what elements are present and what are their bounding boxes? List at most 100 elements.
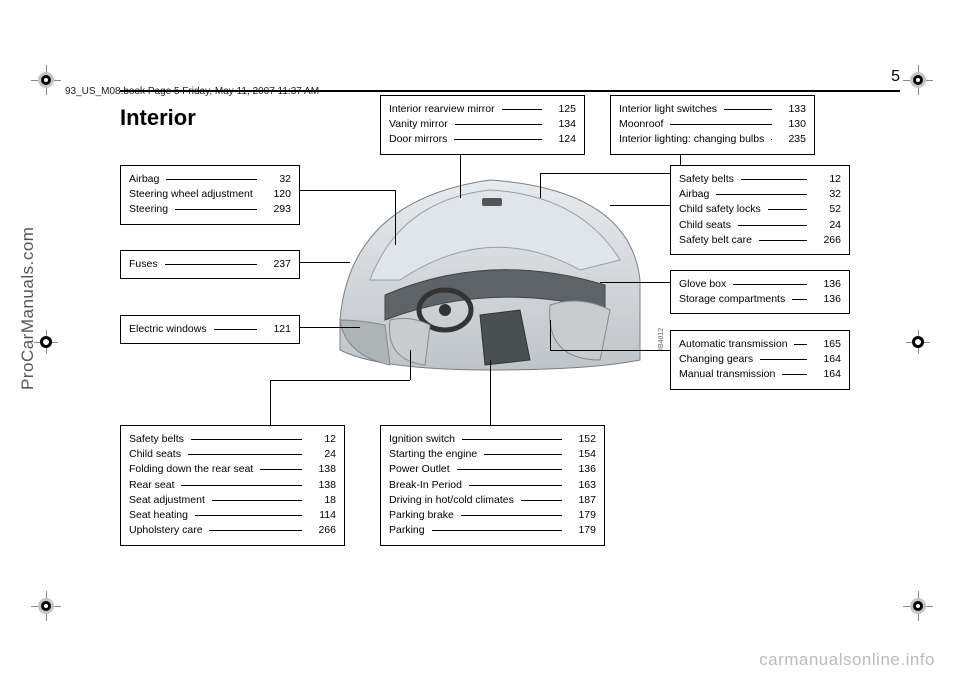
- callout-page: 136: [807, 277, 841, 292]
- bottom-watermark: carmanualsonline.info: [759, 650, 935, 670]
- callout-page: 154: [562, 447, 596, 462]
- lead-windows: [300, 327, 360, 328]
- page-title: Interior: [120, 105, 196, 131]
- callout-page: 237: [257, 257, 291, 272]
- callout-label: Interior rearview mirror: [389, 102, 542, 117]
- lead-trans: [550, 350, 670, 351]
- callout-page: 32: [807, 187, 841, 202]
- box-glove: Glove box 136Storage compartments 136: [670, 270, 850, 314]
- reg-mark-tr: [910, 72, 926, 88]
- box-ignition: Ignition switch 152Starting the engine 1…: [380, 425, 605, 546]
- callout-page: 136: [807, 292, 841, 307]
- callout-page: 52: [807, 202, 841, 217]
- lead-airbag2: [395, 190, 396, 245]
- callout-label: Airbag: [129, 172, 257, 187]
- callout-page: 152: [562, 432, 596, 447]
- lead-mirrors: [460, 153, 461, 198]
- callout-page: 266: [807, 233, 841, 248]
- lead-safety: [610, 205, 670, 206]
- callout-label: Driving in hot/cold climates: [389, 493, 562, 508]
- callout-label: Interior light switches: [619, 102, 772, 117]
- callout-page: 133: [772, 102, 806, 117]
- callout-page: 121: [257, 322, 291, 337]
- callout-label: Folding down the rear seat: [129, 462, 302, 477]
- box-windows: Electric windows 121: [120, 315, 300, 344]
- lead-airbag: [300, 190, 395, 191]
- lead-ign: [490, 360, 491, 425]
- callout-page: 187: [562, 493, 596, 508]
- callout-page: 130: [772, 117, 806, 132]
- callout-page: 179: [562, 508, 596, 523]
- callout-page: 164: [807, 352, 841, 367]
- lead-fuses: [300, 262, 350, 263]
- callout-label: Safety belts: [129, 432, 302, 447]
- callout-label: Changing gears: [679, 352, 807, 367]
- callout-label: Steering: [129, 202, 257, 217]
- callout-label: Parking brake: [389, 508, 562, 523]
- box-seats: Safety belts 12Child seats 24Folding dow…: [120, 425, 345, 546]
- callout-label: Ignition switch: [389, 432, 562, 447]
- callout-label: Door mirrors: [389, 132, 542, 147]
- callout-label: Airbag: [679, 187, 807, 202]
- callout-label: Safety belts: [679, 172, 807, 187]
- callout-label: Manual transmission: [679, 367, 807, 382]
- callout-page: 24: [807, 218, 841, 233]
- callout-page: 164: [807, 367, 841, 382]
- callout-label: Glove box: [679, 277, 807, 292]
- box-transmission: Automatic transmission 165Changing gears…: [670, 330, 850, 390]
- lead-seats: [270, 380, 271, 425]
- callout-label: Interior lighting: changing bulbs: [619, 132, 772, 147]
- callout-label: Rear seat: [129, 478, 302, 493]
- image-ref: IB4012: [658, 328, 665, 350]
- callout-page: 163: [562, 478, 596, 493]
- box-lights: Interior light switches 133Moonroof 130I…: [610, 95, 815, 155]
- cross-mark-right: [912, 336, 924, 348]
- callout-page: 136: [562, 462, 596, 477]
- lead-glove: [600, 282, 670, 283]
- box-safety-right: Safety belts 12Airbag 32Child safety loc…: [670, 165, 850, 255]
- box-fuses: Fuses 237: [120, 250, 300, 279]
- reg-mark-br: [910, 598, 926, 614]
- callout-label: Parking: [389, 523, 562, 538]
- callout-page: 266: [302, 523, 336, 538]
- callout-label: Child seats: [129, 447, 302, 462]
- callout-page: 179: [562, 523, 596, 538]
- callout-page: 134: [542, 117, 576, 132]
- callout-page: 120: [257, 187, 291, 202]
- callout-label: Seat heating: [129, 508, 302, 523]
- reg-mark-bl: [38, 598, 54, 614]
- callout-page: 124: [542, 132, 576, 147]
- callout-label: Starting the engine: [389, 447, 562, 462]
- lead-seats2: [270, 380, 410, 381]
- top-rule: [120, 90, 900, 92]
- box-mirrors: Interior rearview mirror 125Vanity mirro…: [380, 95, 585, 155]
- callout-label: Break-In Period: [389, 478, 562, 493]
- callout-page: 24: [302, 447, 336, 462]
- callout-label: Moonroof: [619, 117, 772, 132]
- reg-mark-tl: [38, 72, 54, 88]
- callout-page: 32: [257, 172, 291, 187]
- callout-label: Upholstery care: [129, 523, 302, 538]
- callout-label: Fuses: [129, 257, 257, 272]
- callout-label: Automatic transmission: [679, 337, 807, 352]
- interior-illustration: [330, 160, 650, 380]
- cross-mark-left: [40, 336, 52, 348]
- callout-page: 138: [302, 478, 336, 493]
- lead-seats3: [410, 350, 411, 380]
- callout-page: 18: [302, 493, 336, 508]
- callout-label: Seat adjustment: [129, 493, 302, 508]
- callout-label: Power Outlet: [389, 462, 562, 477]
- lead-lights3: [540, 173, 541, 198]
- callout-label: Child seats: [679, 218, 807, 233]
- lead-lights2: [540, 173, 680, 174]
- page-content: 5 Interior: [120, 50, 900, 620]
- page-number: 5: [891, 68, 900, 86]
- callout-label: Storage compartments: [679, 292, 807, 307]
- callout-page: 12: [302, 432, 336, 447]
- callout-label: Electric windows: [129, 322, 257, 337]
- callout-page: 12: [807, 172, 841, 187]
- callout-page: 293: [257, 202, 291, 217]
- callout-page: 235: [772, 132, 806, 147]
- callout-page: 114: [302, 508, 336, 523]
- callout-page: 165: [807, 337, 841, 352]
